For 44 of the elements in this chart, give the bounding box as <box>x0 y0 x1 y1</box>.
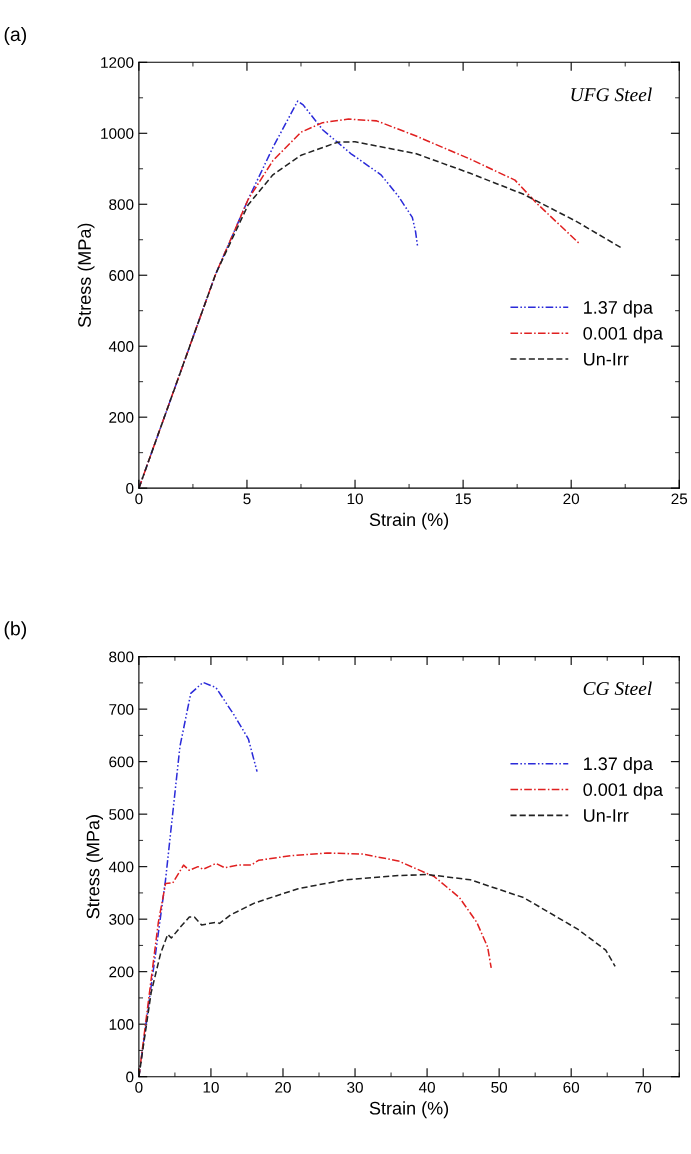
y-tick-label: 400 <box>108 341 134 352</box>
x-tick-label: 40 <box>418 1081 435 1093</box>
x-tick-label: 30 <box>347 1081 363 1093</box>
legend-label: 1.37 dpa <box>584 756 653 774</box>
legend-label: 0.001 dpa <box>583 782 664 800</box>
y-tick-label: 1200 <box>101 57 134 68</box>
y-tick-label: 800 <box>109 651 134 663</box>
x-tick-label: 70 <box>635 1081 652 1093</box>
y-tick-label: 600 <box>109 270 134 281</box>
x-tick-label: 10 <box>203 1081 219 1093</box>
y-axis-title: Stress (MPa) <box>86 815 103 919</box>
y-tick-label: 600 <box>109 756 134 768</box>
legend-label: Un-Irr <box>584 352 629 366</box>
x-tick-label: 15 <box>455 493 471 505</box>
x-tick-label: 20 <box>563 493 580 505</box>
y-tick-label: 400 <box>108 861 134 873</box>
text: (b) <box>4 621 27 640</box>
x-axis-title: Strain (%) <box>369 1101 449 1119</box>
legend-label: 0.001 dpa <box>583 326 664 344</box>
text: (a) <box>4 26 27 45</box>
y-tick-label: 800 <box>109 199 134 210</box>
x-axis-title: Strain (%) <box>369 512 449 530</box>
x-tick-label: 10 <box>347 493 363 505</box>
y-tick-label: 200 <box>109 412 134 423</box>
y-tick-label: 0 <box>126 483 134 494</box>
x-tick-label: 25 <box>671 493 688 505</box>
y-tick-label: 100 <box>109 1019 134 1030</box>
y-tick-label: 500 <box>109 809 134 820</box>
y-tick-label: 1000 <box>101 128 134 139</box>
x-tick-label: 60 <box>563 1081 580 1093</box>
x-tick-label: 0 <box>135 493 143 505</box>
y-tick-label: 700 <box>109 704 134 715</box>
legend-label: Un-Irr <box>584 809 629 822</box>
x-tick-label: 50 <box>491 1081 508 1093</box>
y-axis-title: Stress (MPa) <box>77 223 95 328</box>
y-tick-label: 0 <box>126 1071 134 1083</box>
legend-label: 1.37 dpa <box>584 300 653 318</box>
y-tick-label: 300 <box>109 914 134 925</box>
x-tick-label: 5 <box>243 493 251 505</box>
annotation: CG Steel <box>583 681 652 696</box>
y-tick-label: 200 <box>109 966 134 978</box>
annotation: UFG Steel <box>571 87 652 102</box>
x-tick-label: 20 <box>275 1081 291 1093</box>
x-tick-label: 0 <box>135 1081 143 1093</box>
